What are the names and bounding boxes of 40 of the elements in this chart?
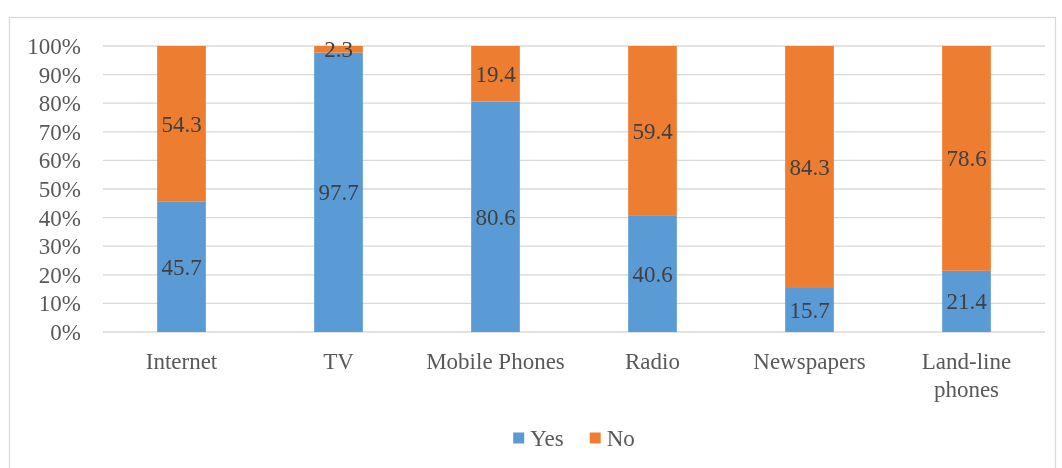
y-tick-label: 10% bbox=[38, 291, 81, 317]
data-label: 78.6 bbox=[946, 146, 987, 172]
bar bbox=[628, 215, 677, 332]
data-label: 45.7 bbox=[161, 254, 202, 280]
x-tick-label: Newspapers bbox=[753, 349, 866, 374]
y-tick-label: 0% bbox=[50, 320, 81, 346]
bar bbox=[471, 46, 520, 102]
legend-label: Yes bbox=[530, 426, 564, 452]
bar bbox=[785, 287, 834, 332]
y-tick-label: 70% bbox=[38, 119, 81, 145]
bar bbox=[628, 46, 677, 216]
bar bbox=[157, 201, 206, 332]
y-tick-label: 50% bbox=[38, 177, 81, 203]
data-label: 21.4 bbox=[946, 289, 988, 315]
y-tick-label: 60% bbox=[38, 148, 81, 174]
y-tick-label: 100% bbox=[27, 34, 81, 60]
legend-label: No bbox=[606, 426, 635, 452]
bar bbox=[942, 46, 991, 271]
data-label: 59.4 bbox=[632, 118, 674, 144]
y-tick-label: 20% bbox=[38, 262, 81, 288]
x-tick-label: Radio bbox=[625, 349, 680, 374]
data-label: 40.6 bbox=[632, 261, 673, 287]
data-label: 19.4 bbox=[475, 61, 517, 87]
bar bbox=[785, 46, 834, 288]
bar bbox=[471, 101, 520, 332]
x-tick-label: Internet bbox=[145, 349, 218, 374]
bar bbox=[157, 46, 206, 202]
data-label: 15.7 bbox=[789, 297, 830, 323]
bar bbox=[942, 270, 991, 332]
y-tick-label: 80% bbox=[38, 91, 81, 117]
data-label: 97.7 bbox=[318, 180, 359, 206]
data-label: 80.6 bbox=[475, 204, 516, 230]
data-label: 54.3 bbox=[161, 111, 202, 137]
y-tick-label: 90% bbox=[38, 62, 81, 88]
x-tick-label: Mobile Phones bbox=[426, 349, 565, 374]
y-tick-label: 30% bbox=[38, 234, 81, 260]
data-label: 84.3 bbox=[789, 154, 830, 180]
y-tick-label: 40% bbox=[38, 205, 81, 231]
x-tick-label: TV bbox=[323, 349, 355, 374]
x-tick-label: Land-line phones bbox=[921, 349, 1012, 402]
